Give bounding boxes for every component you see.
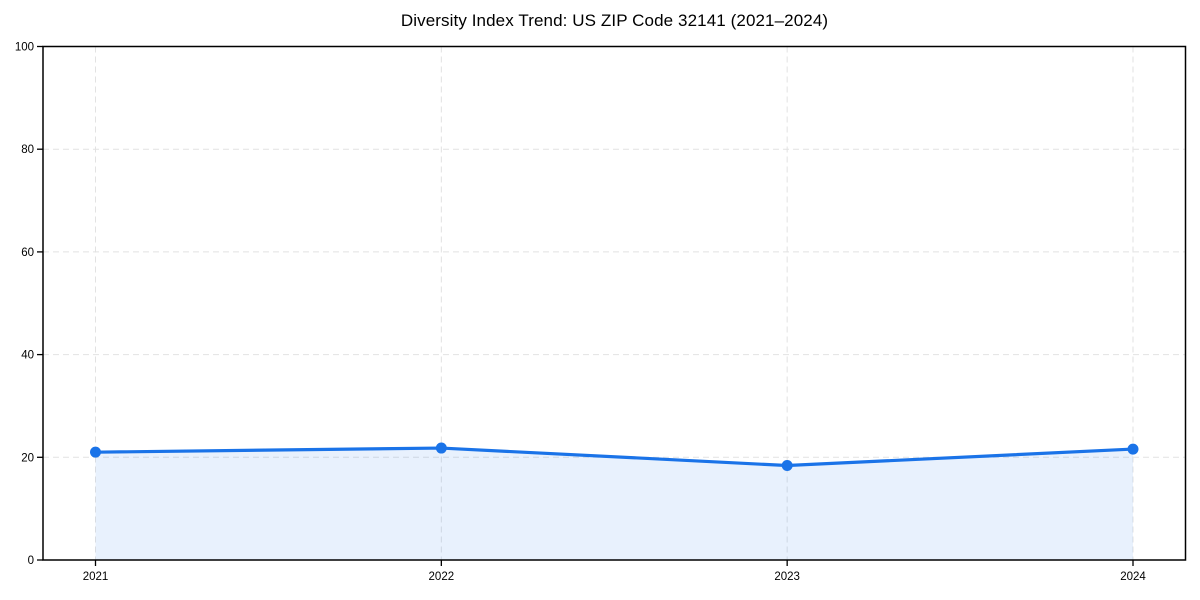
y-tick-label-100: 100 (15, 42, 34, 54)
x-tick-label-2023: 2023 (774, 571, 800, 583)
data-point-2022 (435, 442, 447, 454)
plot-border (42, 45, 1187, 561)
area-fill (95, 448, 1133, 560)
x-tick-label-2024: 2024 (1120, 571, 1146, 583)
y-tick-label-40: 40 (21, 350, 34, 362)
y-tick-label-20: 20 (21, 452, 34, 464)
trend-line (93, 446, 1135, 468)
x-tick-label-2022: 2022 (429, 571, 455, 583)
data-point-2023 (781, 460, 793, 472)
y-tick-label-0: 0 (28, 555, 34, 567)
data-point-2024 (1127, 443, 1139, 455)
data-point-2021 (90, 446, 101, 458)
x-tick-label-2021: 2021 (83, 571, 109, 583)
y-tick-label-60: 60 (21, 247, 34, 259)
y-tick-label-80: 80 (21, 144, 34, 156)
chart-title: Diversity Index Trend: US ZIP Code 32141… (400, 11, 829, 30)
